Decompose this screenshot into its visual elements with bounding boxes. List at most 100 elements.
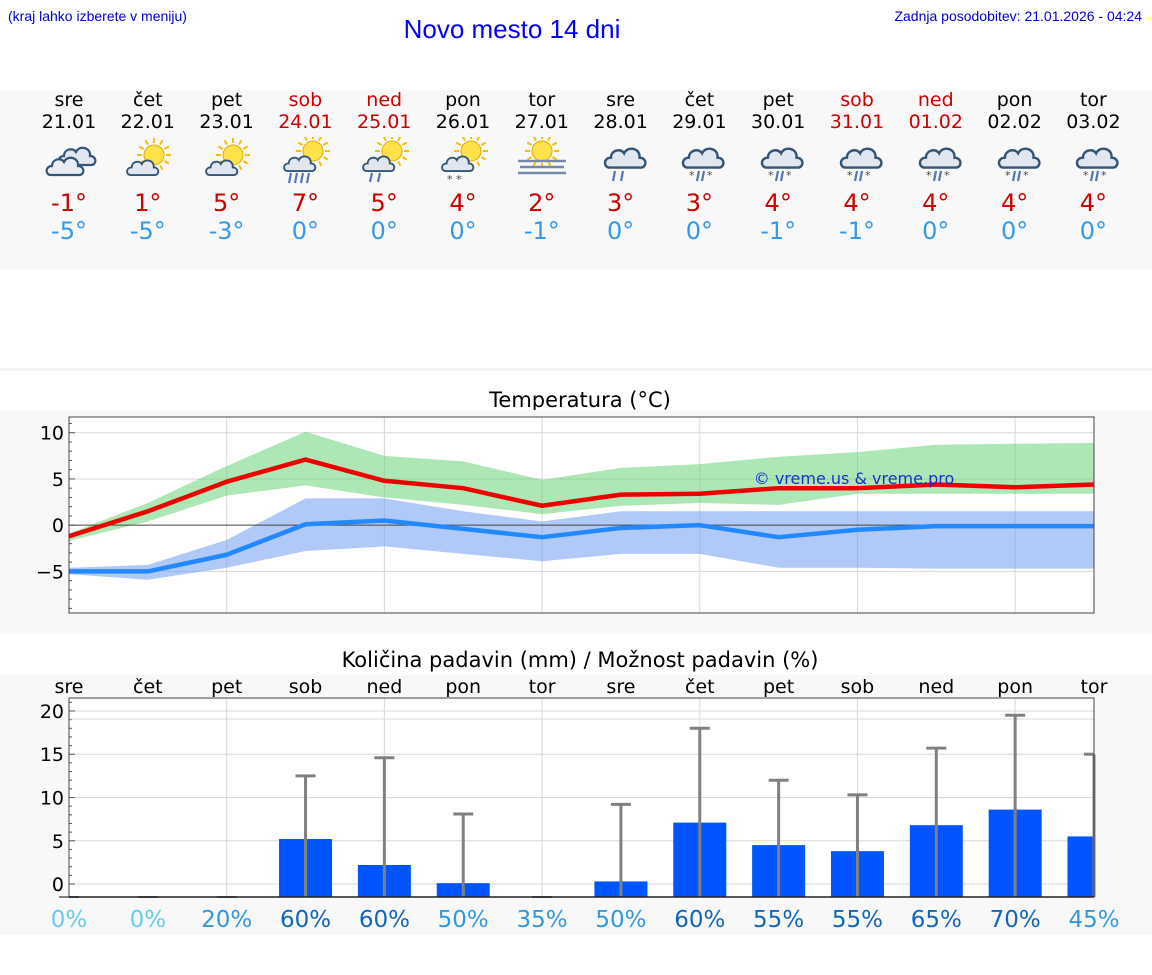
sun-ray [158,164,164,171]
day-date: 23.01 [199,111,254,133]
icon-drawing [603,147,647,182]
sun-ray [551,156,558,161]
snowflake: * [786,169,792,182]
cloud-outline [441,155,475,173]
precipitation-day-label: sre [606,676,635,698]
precipitation-day-label: čet [133,676,163,698]
max-temperature: 4° [764,189,792,217]
cloud-outline [125,159,160,177]
forecast-day: ned 01.02 * * 4° 0° [897,89,975,245]
temperature-chart-title: Temperatura (°C) [489,388,671,412]
cloud-shape [1076,147,1120,169]
forecast-day: pet 23.01 5° -3° [188,89,266,245]
min-temperature-range-band [69,498,1094,580]
snowflake: * [1023,169,1029,182]
snowflake: * [926,169,932,182]
sun-ray [476,137,481,142]
last-update-text: Zadnja posodobitev: 21.01.2026 - 04:24 [894,8,1142,24]
cloud-outline [760,147,804,169]
precipitation-day-label: ned [918,676,954,698]
rain-drop [696,170,701,182]
cloud-outline [839,147,883,169]
precipitation-probability-label: 60% [359,907,410,933]
icon-drawing [517,137,566,175]
precipitation-probability-label: 55% [753,907,804,933]
precipitation-day-label: pon [445,676,481,698]
sun-ray [318,137,323,142]
max-temperature: 4° [922,189,950,217]
max-temperature: 3° [685,189,714,217]
day-name: pon [445,89,481,111]
rain-drop [306,172,311,184]
partly-sunny-weather-icon [204,138,250,177]
partly-sunny-weather-icon [125,138,171,177]
precipitation-chart-title: Količina padavin (mm) / Možnost padavin … [341,648,819,672]
cloud-sleet-weather-icon: * * [918,147,962,182]
rain-drop [701,170,706,182]
min-temperature: 0° [370,217,398,245]
snowflake: * [847,169,853,182]
max-temperature: 5° [212,189,241,217]
cloud-shape [839,147,883,169]
precipitation-probability-label: 50% [595,907,646,933]
sun-ray [217,145,223,150]
snowflake: * [865,169,871,182]
icon-drawing [362,137,410,183]
day-date: 31.01 [829,111,885,133]
rain-drop [937,170,942,182]
precipitation-day-label: sre [55,676,84,698]
precipitation-chart: sre čet pet sob ned pon tor sre čet pet sob ned pon t… [40,676,1120,933]
precipitation-day-label: ned [366,676,402,698]
rain-drop [780,170,785,182]
watermark-text: © vreme.us & vreme.pro [754,469,955,488]
min-temperature: 0° [685,217,714,245]
snowflake: * [1083,169,1089,182]
rain-drop [619,170,624,182]
snowflake: * [456,173,462,186]
cloud-sleet-weather-icon: * * [682,147,726,182]
forecast-day: sob 24.01 7° 0° [266,89,344,245]
day-date: 02.02 [987,111,1042,133]
precipitation-day-label: sob [289,676,323,698]
forecast-day: tor 27.01 2° -1° [503,89,581,245]
day-name: tor [1079,89,1107,111]
rain-drop [369,172,374,183]
rain-drop [611,170,616,182]
cloud-outline [204,159,238,177]
region-menu-hint: (kraj lahko izberete v meniju) [8,8,187,24]
sun-ray [223,139,228,146]
sun-ray [237,164,242,171]
snowflake: * [707,169,713,182]
day-name: pet [762,89,794,111]
cloud-shape [125,159,160,177]
sun-disc [531,140,553,162]
day-name: sob [840,89,874,111]
sun-ray [397,160,402,167]
precipitation-probability-label: 0% [130,907,167,933]
precipitation-probability-label: 60% [280,907,331,933]
day-name: ned [917,89,954,111]
cloud-outline [682,147,726,169]
precipitation-probability-label: 0% [51,907,88,933]
cloud-shape [283,155,317,173]
precipitation-tick-label: 10 [40,788,64,810]
icon-drawing [125,138,171,177]
max-temperature: 4° [1000,189,1029,217]
max-temperature: 1° [134,189,162,217]
min-temperature: -1° [760,217,797,245]
sun-ray [318,160,323,167]
forecast-day: sre 28.01 3° 0° [582,89,660,245]
sun-ray [138,145,144,150]
rain-drop [1011,170,1016,182]
precipitation-probability-label: 35% [517,907,568,933]
min-temperature: -3° [208,217,245,245]
rain-drop [1016,170,1021,182]
sun-ray [546,137,552,142]
icon-drawing [204,138,250,177]
icon-drawing: * * [839,147,883,182]
temperature-tick-label: 5 [52,469,64,491]
snowflake: * [689,169,695,182]
min-temperature: -5° [129,217,166,245]
sun-ray [298,141,304,146]
day-name: ned [366,89,403,111]
